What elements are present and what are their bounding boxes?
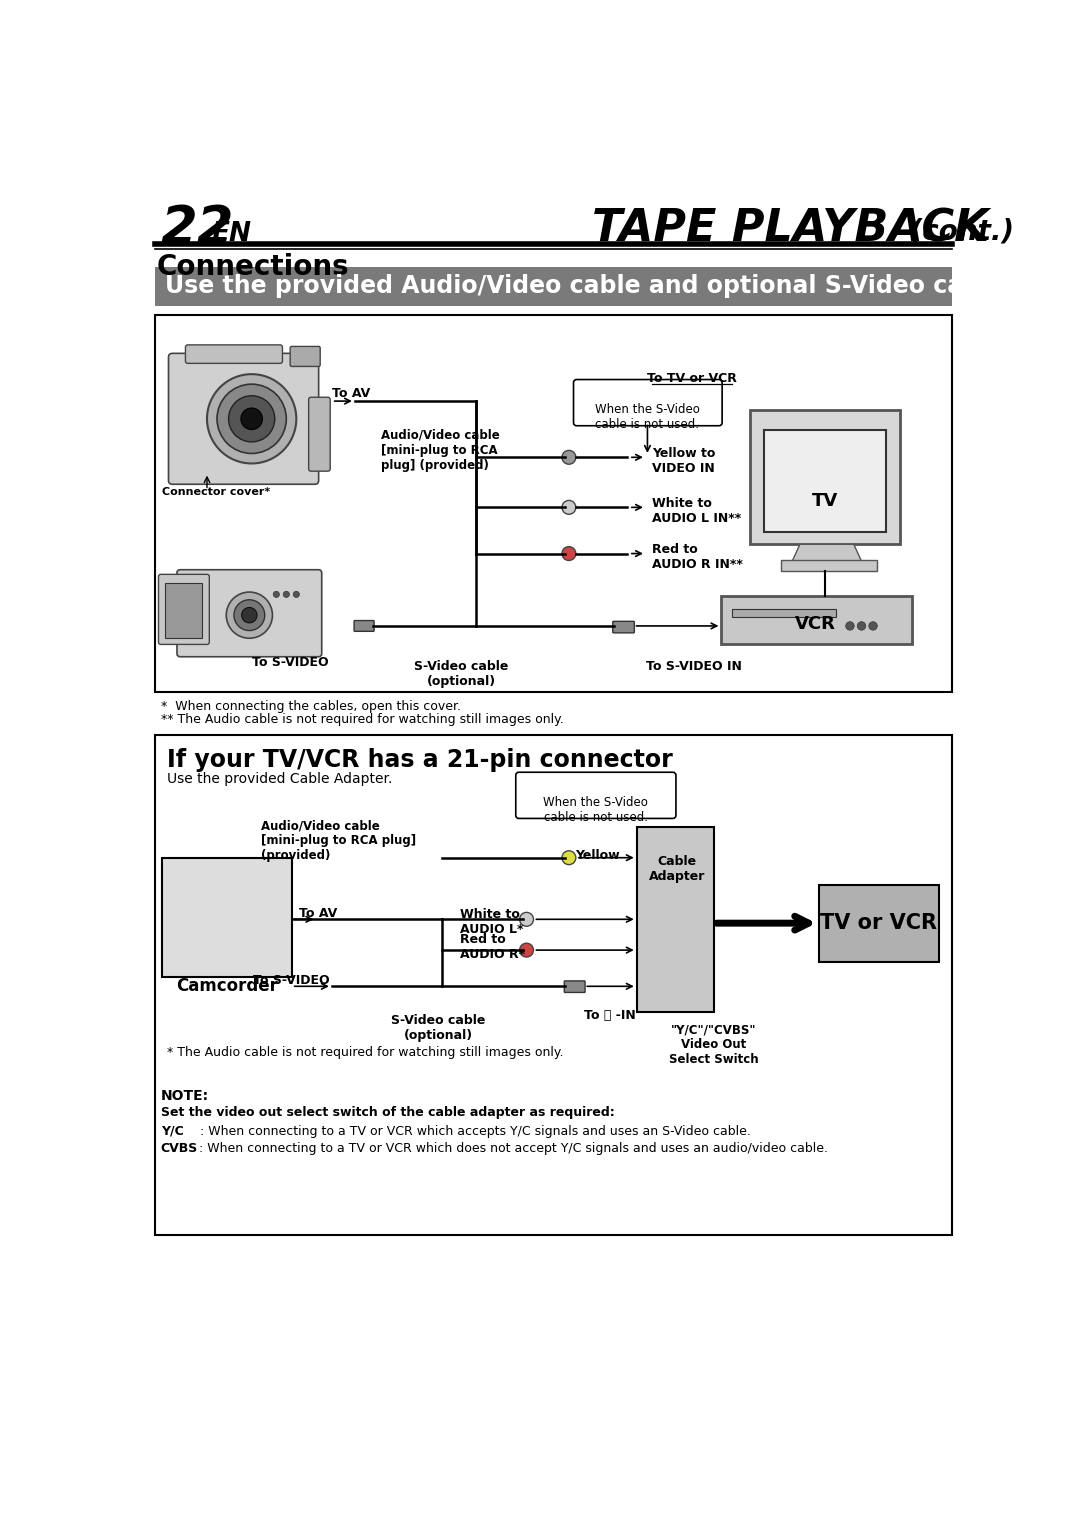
Circle shape <box>519 912 534 926</box>
Text: : When connecting to a TV or VCR which does not accept Y/C signals and uses an a: : When connecting to a TV or VCR which d… <box>195 1142 828 1154</box>
Text: Use the provided Cable Adapter.: Use the provided Cable Adapter. <box>167 773 392 786</box>
FancyBboxPatch shape <box>750 409 900 544</box>
Text: 22: 22 <box>161 202 234 254</box>
Circle shape <box>562 547 576 561</box>
FancyBboxPatch shape <box>573 380 723 426</box>
FancyBboxPatch shape <box>516 773 676 819</box>
Circle shape <box>519 943 534 957</box>
FancyBboxPatch shape <box>154 314 953 693</box>
FancyBboxPatch shape <box>564 981 585 992</box>
Text: Audio/Video cable
[mini-plug to RCA
plug] (provided): Audio/Video cable [mini-plug to RCA plug… <box>381 429 500 472</box>
Text: EN: EN <box>212 221 252 247</box>
Text: S-Video cable
(optional): S-Video cable (optional) <box>414 659 509 688</box>
Circle shape <box>562 851 576 865</box>
Text: To TV or VCR: To TV or VCR <box>647 373 737 385</box>
Text: Red to
AUDIO R IN**: Red to AUDIO R IN** <box>652 543 743 570</box>
Text: ** The Audio cable is not required for watching still images only.: ** The Audio cable is not required for w… <box>161 713 564 727</box>
Polygon shape <box>793 544 862 561</box>
Text: When the S-Video
cable is not used.: When the S-Video cable is not used. <box>595 403 700 431</box>
Circle shape <box>217 385 286 454</box>
Circle shape <box>858 622 866 630</box>
FancyBboxPatch shape <box>154 267 953 305</box>
Text: White to
AUDIO L*: White to AUDIO L* <box>460 908 523 935</box>
Circle shape <box>273 592 280 598</box>
Text: To AV: To AV <box>299 908 338 920</box>
Text: Connector cover*: Connector cover* <box>162 487 271 497</box>
Text: Use the provided Audio/Video cable and optional S-Video cable.: Use the provided Audio/Video cable and o… <box>164 274 1013 299</box>
FancyBboxPatch shape <box>636 826 714 1012</box>
Circle shape <box>562 451 576 464</box>
Text: (cont.): (cont.) <box>900 218 1014 245</box>
Circle shape <box>294 592 299 598</box>
Text: *  When connecting the cables, open this cover.: * When connecting the cables, open this … <box>161 699 461 713</box>
Circle shape <box>868 622 877 630</box>
FancyBboxPatch shape <box>765 431 886 532</box>
Text: Set the video out select switch of the cable adapter as required:: Set the video out select switch of the c… <box>161 1107 615 1119</box>
FancyBboxPatch shape <box>168 354 319 484</box>
FancyBboxPatch shape <box>159 575 210 644</box>
FancyBboxPatch shape <box>162 857 292 977</box>
FancyBboxPatch shape <box>291 346 320 366</box>
Text: When the S-Video
cable is not used.: When the S-Video cable is not used. <box>543 796 648 825</box>
FancyBboxPatch shape <box>732 609 836 616</box>
Circle shape <box>229 396 274 442</box>
Text: Yellow: Yellow <box>575 849 620 862</box>
FancyBboxPatch shape <box>819 885 939 961</box>
Circle shape <box>283 592 289 598</box>
FancyBboxPatch shape <box>165 583 202 638</box>
Circle shape <box>234 599 265 630</box>
FancyBboxPatch shape <box>177 570 322 656</box>
Text: Y/C: Y/C <box>161 1125 184 1137</box>
FancyBboxPatch shape <box>612 621 634 633</box>
FancyBboxPatch shape <box>354 621 374 632</box>
FancyBboxPatch shape <box>781 560 877 570</box>
Text: To S-VIDEO IN: To S-VIDEO IN <box>646 659 742 673</box>
Text: To S-VIDEO: To S-VIDEO <box>253 975 329 987</box>
Text: Cable
Adapter: Cable Adapter <box>648 855 705 883</box>
Text: Red to
AUDIO R*: Red to AUDIO R* <box>460 934 525 961</box>
Text: To AV: To AV <box>332 386 370 400</box>
Text: "Y/C"/"CVBS"
Video Out
Select Switch: "Y/C"/"CVBS" Video Out Select Switch <box>669 1023 758 1067</box>
Text: Connections: Connections <box>157 253 350 281</box>
Text: : When connecting to a TV or VCR which accepts Y/C signals and uses an S-Video c: : When connecting to a TV or VCR which a… <box>188 1125 751 1137</box>
Text: To Ⓢ -IN: To Ⓢ -IN <box>584 1009 636 1023</box>
Text: TV: TV <box>812 492 838 510</box>
Text: * The Audio cable is not required for watching still images only.: * The Audio cable is not required for wa… <box>167 1047 564 1059</box>
FancyBboxPatch shape <box>309 397 330 471</box>
FancyBboxPatch shape <box>154 734 953 1236</box>
Text: TAPE PLAYBACK: TAPE PLAYBACK <box>592 207 988 250</box>
Circle shape <box>562 500 576 514</box>
FancyBboxPatch shape <box>186 345 283 363</box>
Text: VCR: VCR <box>795 615 836 633</box>
Text: Yellow to
VIDEO IN: Yellow to VIDEO IN <box>652 446 715 475</box>
Circle shape <box>226 592 272 638</box>
Text: To S-VIDEO: To S-VIDEO <box>252 656 328 670</box>
Text: CVBS: CVBS <box>161 1142 198 1154</box>
Text: If your TV/VCR has a 21-pin connector: If your TV/VCR has a 21-pin connector <box>167 748 673 773</box>
Text: Camcorder: Camcorder <box>176 977 278 995</box>
Text: White to
AUDIO L IN**: White to AUDIO L IN** <box>652 497 741 524</box>
FancyBboxPatch shape <box>721 596 913 644</box>
Circle shape <box>207 374 296 463</box>
Text: TV or VCR: TV or VCR <box>820 914 937 934</box>
Circle shape <box>846 622 854 630</box>
Circle shape <box>241 408 262 429</box>
Text: NOTE:: NOTE: <box>161 1088 208 1102</box>
Text: S-Video cable
(optional): S-Video cable (optional) <box>391 1013 485 1042</box>
Circle shape <box>242 607 257 622</box>
Text: Audio/Video cable
[mini-plug to RCA plug]
(provided): Audio/Video cable [mini-plug to RCA plug… <box>261 819 416 862</box>
